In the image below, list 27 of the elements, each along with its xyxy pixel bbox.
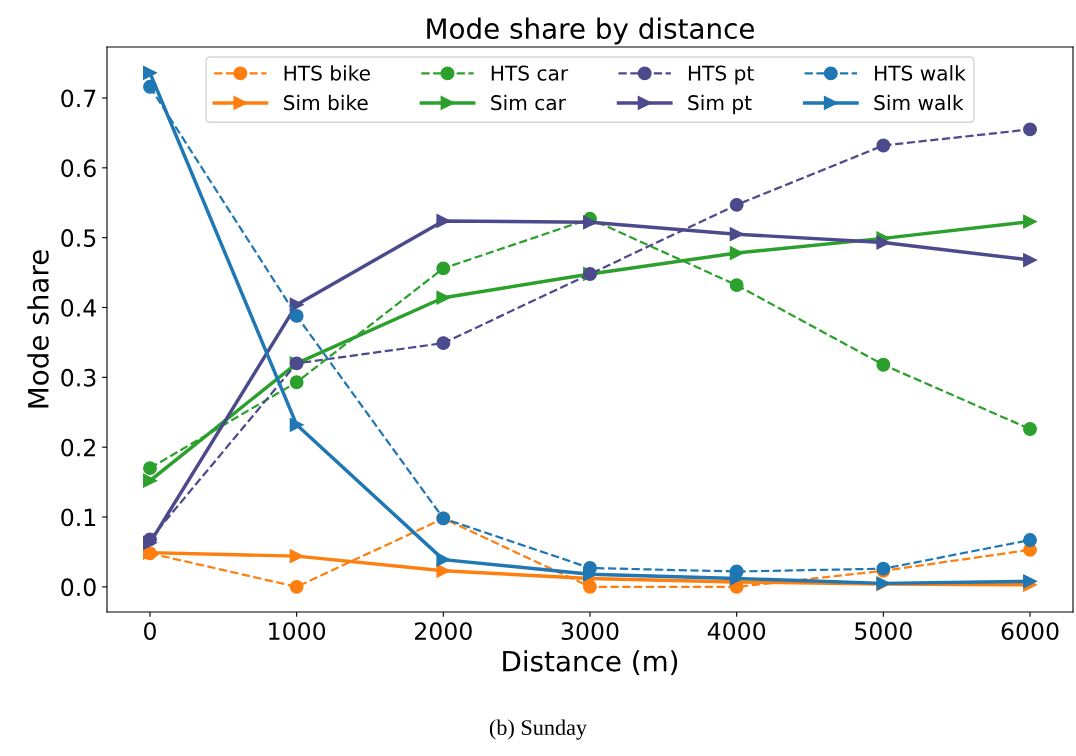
y-tick-label: 0.5	[61, 229, 96, 247]
y-axis-title: Mode share	[27, 250, 49, 408]
legend-label: HTS car	[491, 65, 569, 81]
y-tick-label: 0.4	[61, 298, 96, 317]
x-axis-title: Distance (m)	[503, 650, 678, 675]
y-tick-label: 0.3	[61, 368, 96, 387]
legend-label: Sim pt	[688, 94, 752, 115]
y-tick-label: 0.1	[61, 508, 96, 527]
x-tick-label: 6000	[1001, 622, 1059, 640]
y-tick-label: 0.0	[61, 578, 96, 597]
x-tick-label: 0	[144, 622, 156, 640]
x-tick-label: 2000	[415, 622, 472, 640]
chart-title: Mode share by distance	[427, 17, 754, 45]
legend-label: HTS bike	[284, 65, 370, 81]
x-tick-label: 1000	[269, 622, 326, 640]
text: (b) Sunday	[489, 719, 587, 740]
legend-label: Sim walk	[874, 94, 964, 111]
x-tick-label: 5000	[855, 622, 912, 640]
legend-label: HTS pt	[688, 65, 754, 85]
legend-label: Sim car	[491, 94, 566, 111]
legend-label: Sim bike	[284, 94, 368, 111]
y-tick-label: 0.7	[61, 89, 96, 108]
x-tick-label: 3000	[561, 622, 619, 640]
legend-label: HTS walk	[875, 65, 966, 81]
y-tick-label: 0.2	[61, 438, 95, 457]
y-tick-label: 0.6	[61, 159, 96, 178]
x-tick-label: 4000	[707, 622, 766, 640]
